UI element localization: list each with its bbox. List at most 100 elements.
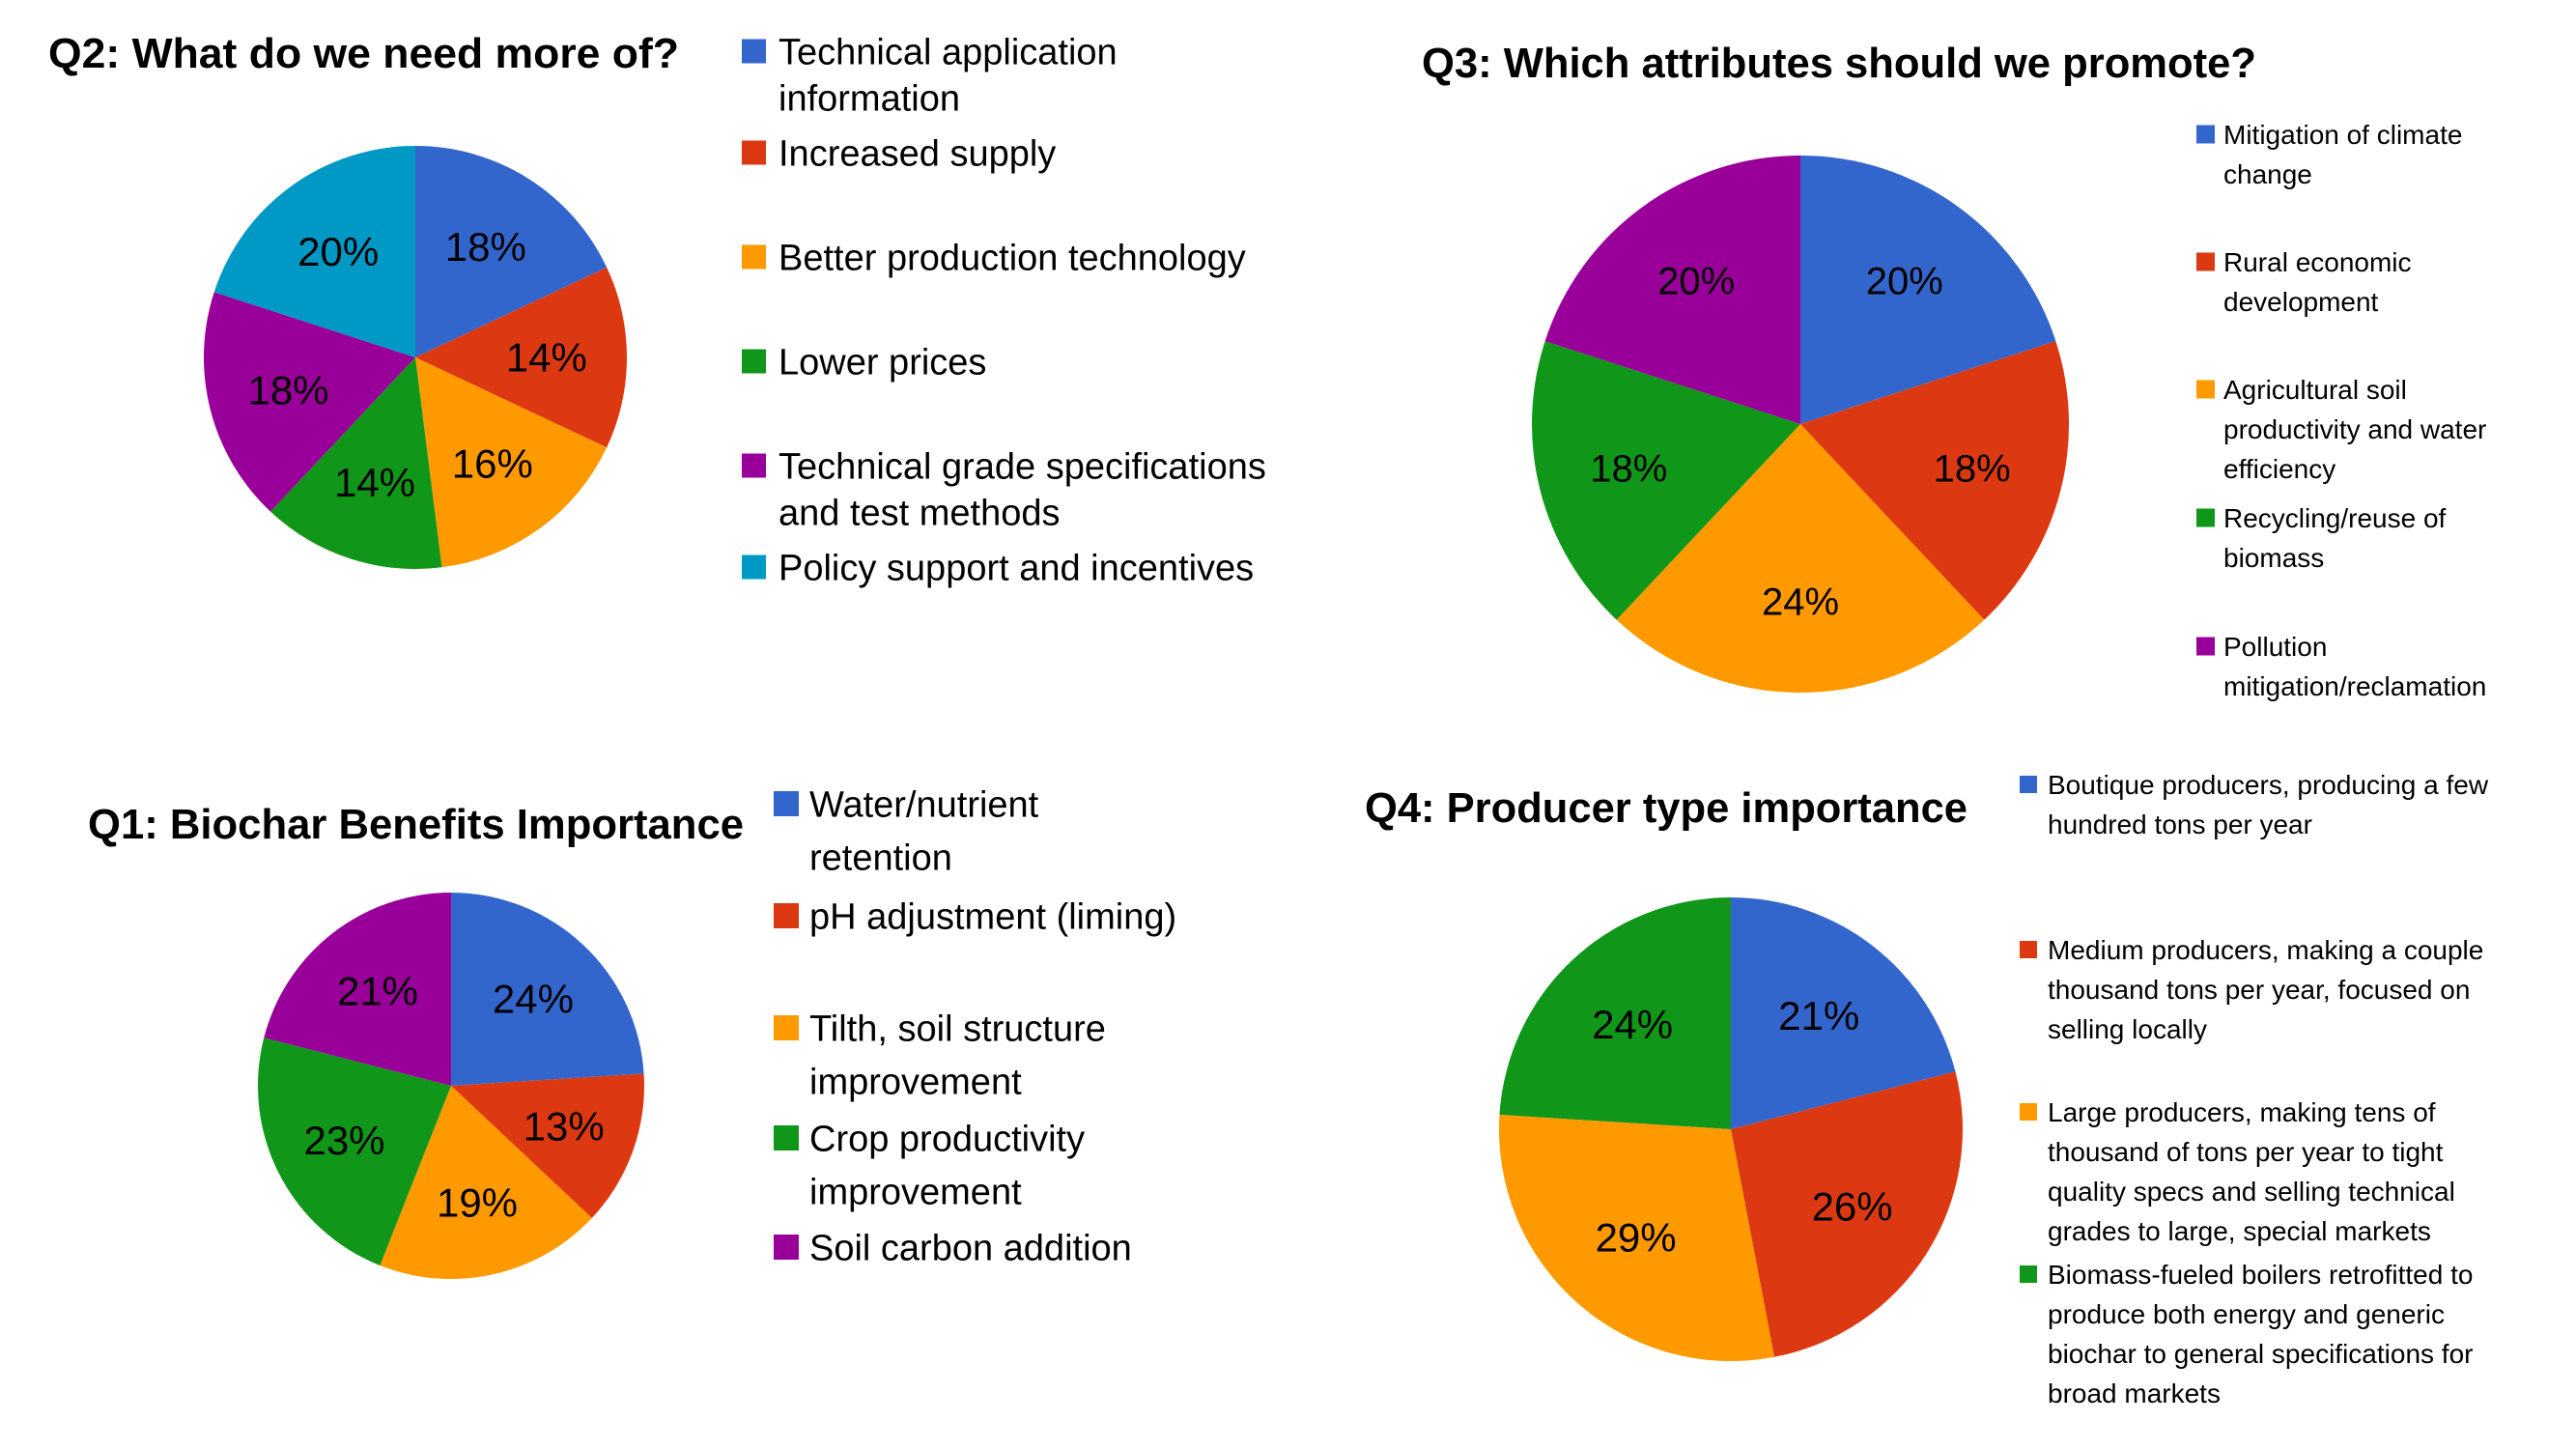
legend-swatch — [2020, 941, 2037, 958]
pie-slice — [380, 1086, 592, 1280]
legend-label: selling locally — [2048, 1014, 2207, 1044]
legend-swatch — [742, 554, 766, 580]
legend-label: hundred tons per year — [2048, 810, 2312, 839]
data-labels-q1: 24% 13%19% 23% 21% — [303, 969, 604, 1226]
pie-slice — [204, 292, 415, 512]
pie-slice — [257, 1037, 451, 1265]
chart-title-q4: Q4: Producer type importance — [1365, 784, 1967, 832]
legend-item: Mitigation of climate change — [2196, 120, 2462, 189]
legend-label: improvement — [809, 1063, 1022, 1103]
legend-label: Technical grade specifications — [778, 447, 1266, 488]
legend-q4: Boutique producers, producing a few hundr… — [2020, 770, 2489, 1408]
legend-q3: Mitigation of climate change Rural economi… — [2196, 120, 2486, 701]
data-label: 18% — [1590, 448, 1667, 491]
legend-item: Water/nutrient retention — [774, 785, 1039, 879]
legend-swatch — [774, 1125, 799, 1151]
legend-label: Water/nutrient — [809, 785, 1039, 826]
data-label: 21% — [1778, 993, 1859, 1038]
legend-label: mitigation/reclamation — [2223, 671, 2486, 701]
data-labels-q3: 20% 18% 24% 18% 20% — [1590, 261, 2010, 624]
pie-slice — [415, 267, 628, 448]
legend-label: biomass — [2223, 543, 2324, 573]
pie-q3 — [1532, 156, 2069, 693]
pie-slice — [1731, 897, 1956, 1129]
legend-label: Agricultural soil — [2223, 375, 2407, 405]
legend-label: Crop productivity — [809, 1120, 1085, 1160]
legend-item: Biomass-fueled boilers retrofitted to pro… — [2020, 1260, 2473, 1408]
legend-label: Mitigation of climate — [2223, 120, 2462, 150]
legend-item: Crop productivity improvement — [774, 1120, 1085, 1213]
legend-label: Rural economic — [2223, 247, 2412, 277]
pie-slice — [1800, 156, 2056, 424]
pie-slice — [1616, 424, 1985, 693]
chart-q2: Q2: What do we need more of? 18% 14% 16% 14… — [48, 30, 1266, 589]
legend-item: Pollution mitigation/reclamation — [2196, 632, 2486, 701]
pie-slice — [213, 146, 415, 357]
legend-label: Tilth, soil structure — [809, 1009, 1106, 1050]
legend-item: Recycling/reuse of biomass — [2196, 503, 2447, 573]
legend-swatch — [742, 39, 766, 64]
legend-item: Policy support and incentives — [742, 549, 1254, 589]
data-label: 18% — [1934, 448, 2011, 491]
legend-label: Lower prices — [778, 343, 986, 384]
legend-label: Boutique producers, producing a few — [2048, 770, 2489, 800]
legend-label: quality specs and selling technical — [2048, 1177, 2455, 1207]
legend-label: Biomass-fueled boilers retrofitted to — [2048, 1260, 2473, 1290]
data-label: 14% — [506, 335, 587, 381]
legend-item: Tilth, soil structure improvement — [774, 1009, 1106, 1103]
data-label: 20% — [297, 229, 379, 274]
chart-q3: Q3: Which attributes should we promote? … — [1422, 40, 2486, 701]
legend-item: Boutique producers, producing a few hundr… — [2020, 770, 2489, 839]
legend-label: Pollution — [2223, 632, 2327, 662]
legend-item: Technical grade specifications and test m… — [742, 447, 1266, 534]
chart-title-q1: Q1: Biochar Benefits Importance — [88, 801, 744, 848]
legend-item: Technical application information — [742, 33, 1118, 120]
pie-slice — [1498, 1114, 1774, 1362]
legend-swatch — [2196, 125, 2215, 144]
legend-swatch — [2020, 1103, 2037, 1121]
legend-item: Lower prices — [742, 343, 986, 384]
legend-swatch — [2020, 1265, 2037, 1283]
legend-swatch — [2196, 637, 2215, 656]
legend-item: Large producers, making tens of thousand … — [2020, 1097, 2455, 1246]
legend-label: Recycling/reuse of — [2223, 503, 2447, 533]
legend-label: Medium producers, making a couple — [2048, 935, 2483, 965]
legend-item: Agricultural soil productivity and water e… — [2196, 375, 2486, 484]
legend-swatch — [774, 1015, 799, 1040]
legend-swatch — [742, 244, 766, 270]
pie-slice — [415, 146, 608, 357]
legend-item: Rural economic development — [2196, 247, 2412, 317]
legend-label: retention — [809, 838, 952, 879]
legend-swatch — [2196, 380, 2215, 399]
pie-slice — [1800, 341, 2069, 620]
legend-swatch — [742, 349, 766, 374]
pie-slice — [1499, 897, 1731, 1129]
legend-label: Better production technology — [778, 239, 1246, 279]
legend-label: development — [2223, 287, 2379, 317]
legend-label: productivity and water — [2223, 414, 2486, 444]
legend-label: and test methods — [778, 494, 1061, 534]
legend-swatch — [2196, 508, 2215, 527]
chart-title-q2: Q2: What do we need more of? — [48, 30, 679, 77]
legend-swatch — [742, 140, 766, 165]
pie-slice — [270, 357, 442, 569]
legend-swatch — [742, 453, 766, 478]
legend-label: biochar to general specifications for — [2048, 1339, 2473, 1369]
legend-label: efficiency — [2223, 454, 2335, 484]
data-label: 24% — [493, 976, 574, 1021]
data-label: 24% — [1762, 582, 1839, 624]
legend-item: Medium producers, making a couple thousan… — [2020, 935, 2483, 1044]
data-label: 20% — [1657, 261, 1735, 303]
pie-slice — [1544, 156, 1800, 424]
legend-q1: Water/nutrient retention pH adjustment (li… — [774, 785, 1176, 1269]
legend-label: broad markets — [2048, 1378, 2221, 1408]
pie-q2 — [204, 146, 628, 569]
legend-item: Better production technology — [742, 239, 1246, 279]
data-labels-q4: 21% 26% 29% 24% — [1592, 993, 1893, 1260]
legend-label: Large producers, making tens of — [2048, 1097, 2436, 1127]
data-label: 29% — [1596, 1214, 1677, 1260]
legend-swatch — [774, 1235, 799, 1260]
chart-q1: Q1: Biochar Benefits Importance 24% 13%19… — [88, 785, 1176, 1280]
pie-slice — [451, 1073, 645, 1218]
data-label: 18% — [247, 368, 328, 413]
